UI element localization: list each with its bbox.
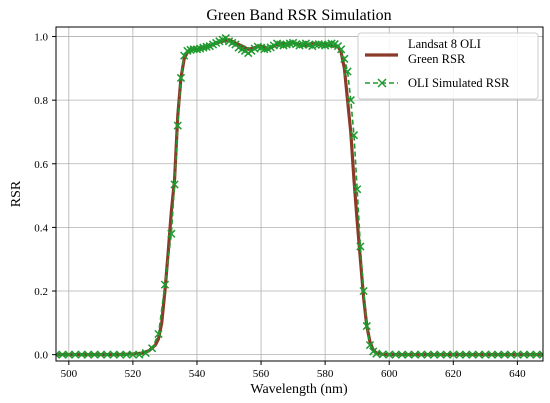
legend-marker-simulated [377,78,387,88]
data-point-marker [83,350,93,359]
data-point-marker [526,350,535,359]
data-point-marker [349,131,359,140]
data-point-marker [417,350,426,359]
data-point-marker [71,350,80,359]
data-point-marker [346,96,355,105]
x-tick-label: 620 [445,368,462,380]
data-point-marker [180,51,189,60]
y-tick-label: 0.4 [34,222,48,234]
x-tick-label: 500 [61,368,78,380]
x-tick-label: 640 [509,368,526,380]
data-point-marker [391,350,400,359]
y-tick-label: 0.8 [34,95,48,107]
legend: Landsat 8 OLI Green RSR OLI Simulated RSR [357,32,539,100]
data-point-marker [423,350,432,359]
data-point-marker [449,350,458,359]
data-point-marker [135,350,144,359]
y-axis-ticks: 0.0 0.2 0.4 0.6 0.8 1.0 [34,32,56,362]
data-point-marker [340,54,349,63]
data-point-marker [410,350,419,359]
data-point-marker [90,350,99,359]
legend-box [357,32,539,100]
y-tick-label: 0.0 [34,350,48,362]
data-point-marker [359,286,368,296]
data-point-marker [170,180,179,189]
data-point-marker [154,329,163,339]
data-point-marker [96,350,105,359]
data-point-marker [538,350,543,359]
plot-frame [55,26,544,362]
data-point-marker [337,45,346,54]
data-point-marker [362,321,371,331]
data-point-marker [474,350,484,359]
legend-label-landsat: Landsat 8 OLI Green RSR [408,37,481,66]
data-point-marker [468,350,477,359]
data-point-marker [436,350,445,359]
data-point-marker [385,350,394,359]
data-point-marker [311,40,320,49]
data-point-marker [77,350,86,359]
data-point-marker [500,350,509,359]
y-tick-label: 0.6 [34,159,48,171]
data-point-marker [103,350,112,359]
data-point-marker [147,344,157,353]
legend-label-simulated: OLI Simulated RSR [408,76,510,90]
data-point-marker [353,185,362,194]
data-point-marker [343,67,352,76]
x-tick-label: 580 [317,368,334,380]
data-point-marker [122,350,131,359]
x-axis-label: Wavelength (nm) [250,382,348,397]
data-point-marker [455,350,464,359]
x-axis-ticks: 500 520 540 560 580 600 620 640 [61,361,526,380]
data-point-marker [56,350,61,359]
data-point-marker [365,340,375,350]
legend-entries: Landsat 8 OLI Green RSR OLI Simulated RSR [365,37,510,90]
data-point-marker [494,350,503,359]
data-point-marker [532,350,541,359]
data-point-marker [487,350,496,359]
data-point-marker [397,350,407,359]
data-point-marker [461,350,471,359]
data-point-marker [404,350,413,359]
data-point-marker [128,350,138,359]
data-point-marker [481,350,490,359]
x-tick-label: 540 [189,368,206,380]
data-point-marker [513,350,522,359]
data-point-marker [115,350,125,359]
x-tick-label: 520 [125,368,142,380]
data-point-marker [173,121,182,130]
data-point-marker [176,73,186,83]
x-tick-label: 560 [253,368,270,380]
data-point-marker [506,350,516,359]
data-point-marker [141,348,150,358]
data-point-marker [58,350,67,359]
data-point-marker [160,280,170,289]
y-axis-label: RSR [9,180,24,207]
data-point-marker [64,350,73,359]
chart-title: Green Band RSR Simulation [206,7,391,24]
data-point-marker [442,350,452,359]
x-tick-label: 600 [381,368,398,380]
series-layer [56,34,543,359]
y-tick-label: 0.2 [34,286,48,298]
data-point-marker [167,229,176,238]
data-point-marker [519,350,528,359]
data-point-marker [429,350,439,359]
data-point-marker [378,350,387,359]
y-tick-label: 1.0 [34,32,48,44]
data-point-marker [356,242,365,251]
data-point-marker [109,350,118,359]
